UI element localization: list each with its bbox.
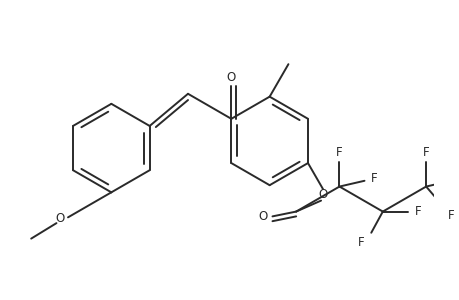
Text: O: O (226, 71, 235, 84)
Text: F: F (370, 172, 377, 185)
Text: O: O (257, 210, 267, 223)
Text: F: F (457, 172, 459, 185)
Text: F: F (422, 146, 429, 159)
Text: O: O (55, 212, 64, 225)
Text: F: F (336, 146, 342, 159)
Text: F: F (414, 205, 421, 218)
Text: F: F (358, 236, 364, 249)
Text: O: O (318, 188, 327, 201)
Text: F: F (447, 209, 453, 222)
